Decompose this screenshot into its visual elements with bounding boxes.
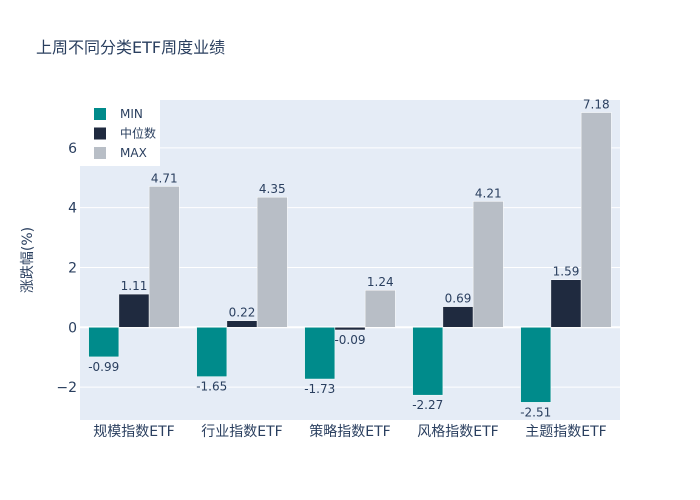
x-tick-label: 风格指数ETF [417,424,498,440]
legend[interactable]: MIN 中位数 MAX [80,100,160,166]
data-label: 0.69 [445,292,472,306]
data-label: 1.59 [553,265,580,279]
data-label: 4.35 [259,182,286,196]
y-tick-label: 4 [68,201,77,217]
data-label: -2.51 [520,405,551,419]
bars-group [88,112,612,403]
data-label: 7.18 [583,98,610,112]
data-label: -1.65 [196,380,227,394]
bar[interactable] [88,327,120,358]
y-tick-label: 6 [68,141,77,157]
data-labels-group: -0.99 1.11 4.71 -1.65 0.22 4.35 -1.73 -0.09 1.24… [88,98,609,420]
bar[interactable] [226,320,258,328]
data-label: 4.71 [151,171,178,185]
data-label: -0.99 [88,360,119,374]
y-axis-label: 涨跌幅(%) [20,227,36,293]
legend-swatch[interactable] [94,127,106,140]
data-label: 4.21 [475,186,502,200]
bar[interactable] [118,293,150,328]
data-label: 1.24 [367,275,394,289]
bar[interactable] [196,327,228,377]
bar[interactable] [334,327,366,331]
data-label: 0.22 [229,306,256,320]
data-label: -1.73 [304,382,335,396]
x-tick-label: 行业指数ETF [201,424,282,440]
bar[interactable] [550,279,582,328]
legend-swatch[interactable] [94,108,106,120]
bar[interactable] [148,186,180,328]
bar[interactable] [442,306,474,328]
data-label: -0.09 [334,333,365,347]
data-label: 1.11 [121,279,148,293]
y-tick-label: 0 [68,320,77,336]
y-tick-label: −2 [56,380,77,396]
data-label: -2.27 [412,398,443,412]
legend-entry[interactable]: MAX [120,146,147,160]
bar[interactable] [412,327,444,396]
bar[interactable] [256,196,288,328]
bar[interactable] [520,327,552,403]
legend-entry[interactable]: MIN [120,107,143,121]
y-tick-label: 2 [68,260,77,276]
x-axis-ticks: 规模指数ETF 行业指数ETF 策略指数ETF 风格指数ETF 主题指数ETF [93,423,606,440]
legend-background [80,100,160,166]
legend-entry[interactable]: 中位数 [120,126,156,141]
bar[interactable] [304,327,336,380]
bar[interactable] [472,201,504,328]
bar[interactable] [580,112,612,328]
bar[interactable] [364,289,396,328]
x-tick-label: 规模指数ETF [93,424,174,440]
x-tick-label: 主题指数ETF [525,424,606,440]
x-tick-label: 策略指数ETF [309,423,390,440]
y-axis-ticks: −2 0 2 4 6 [56,141,77,396]
chart-title: 上周不同分类ETF周度业绩 [36,38,226,57]
legend-swatch[interactable] [94,147,106,159]
